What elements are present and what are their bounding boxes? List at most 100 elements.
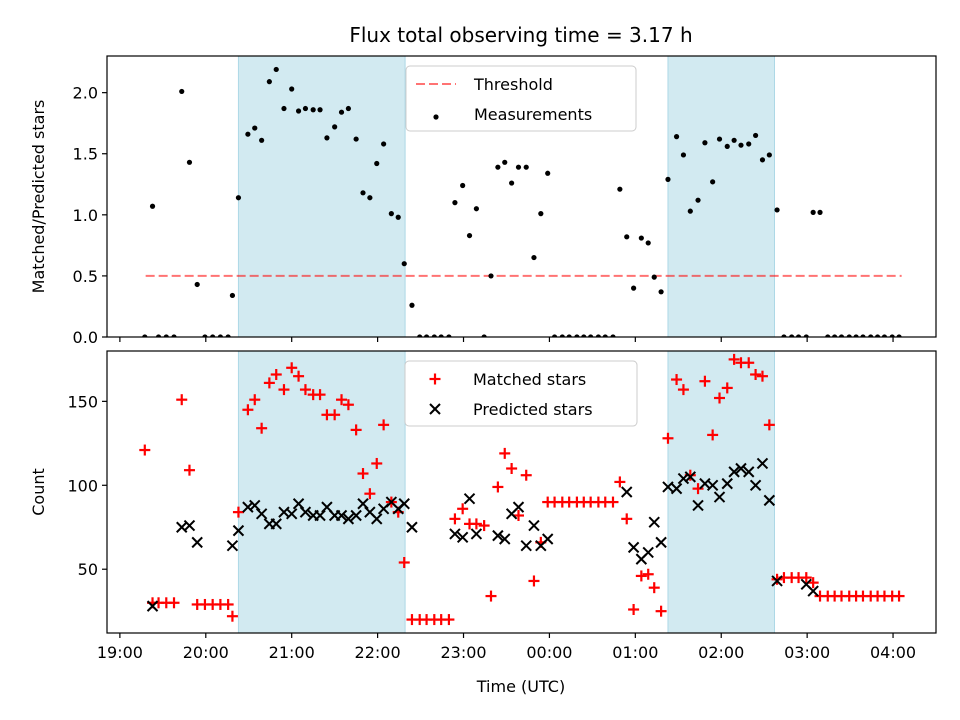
data-point [470,528,483,540]
y-tick-label: 0.5 [73,267,98,286]
data-point [466,232,473,239]
data-point [874,334,881,337]
data-point [492,481,504,493]
data-point [360,190,366,196]
data-point [832,334,838,337]
data-point [314,389,326,401]
data-point [488,273,494,279]
data-point [495,164,501,170]
data-point [810,209,816,215]
data-point [364,488,376,500]
data-point [242,501,254,513]
shaded-span-1 [237,350,406,634]
data-point [752,132,759,139]
legend-marker [429,403,441,415]
legend: Matched stars Predicted stars [404,360,638,427]
data-point [807,577,819,589]
data-point [743,357,755,369]
data-point [332,124,338,130]
data-point [702,140,708,146]
data-point [292,498,305,510]
y-axis-label: Matched/Predicted stars [29,100,48,294]
data-point [183,519,196,532]
data-point [677,472,690,485]
data-point [716,136,723,142]
data-point [574,334,580,337]
data-point [538,211,544,217]
data-point [684,471,697,483]
data-point [457,503,469,515]
data-point [721,477,733,490]
data-point [707,429,719,441]
data-point [502,159,508,165]
data-point [186,159,193,165]
legend-box [405,65,637,132]
data-point [179,88,185,95]
data-point [750,369,762,380]
data-point [763,419,775,431]
data-point [446,334,452,337]
plot-frame [106,55,937,338]
data-point [345,105,351,112]
x-axis-label: Time (UTC) [476,677,565,696]
data-point [651,274,657,280]
data-point [838,334,845,337]
data-point [509,180,515,186]
data-point [648,516,660,528]
data-point [338,109,345,115]
data-point [463,493,476,505]
data-point [460,182,466,189]
data-point [225,334,231,337]
data-point [350,424,362,436]
data-point [528,519,540,532]
data-point [743,466,755,478]
data-point [245,131,251,137]
data-point [295,108,302,114]
data-point [781,334,787,337]
data-point [481,334,487,337]
data-point [614,476,626,488]
legend-marker [433,114,439,120]
data-point [342,399,354,411]
data-point [789,334,795,337]
x-tick-label: 03:00 [784,643,830,662]
data-point [329,409,341,421]
data-point [423,334,430,337]
data-point [357,468,369,480]
data-point [146,600,159,612]
data-point [388,211,394,217]
data-point [621,486,633,498]
data-point [738,142,744,148]
data-point [610,334,616,337]
shaded-span-2 [667,55,775,338]
data-point [766,152,772,158]
legend-label: Matched stars [473,370,586,389]
data-point [655,536,667,549]
data-point [210,334,216,337]
data-point [825,334,831,337]
data-point [621,513,633,525]
data-point [409,302,415,308]
data-point [381,141,387,147]
data-point [714,392,726,404]
x-tick-label: 04:00 [870,643,916,662]
x-tick-label: 23:00 [440,643,486,662]
legend-label: Predicted stars [473,400,593,419]
y-axis-label: Count [29,468,48,516]
series-predicted-stars [146,457,819,612]
data-point [677,384,689,396]
data-point [270,518,282,530]
data-point [473,206,479,212]
data-point [746,141,752,147]
y-tick-label: 100 [67,476,98,495]
data-point [763,494,776,507]
data-point [680,152,687,158]
data-point [607,496,619,508]
data-point [774,207,780,213]
data-point [217,334,223,337]
data-point [222,598,234,610]
data-point [378,419,390,431]
data-point [645,240,651,246]
data-point [273,66,279,73]
